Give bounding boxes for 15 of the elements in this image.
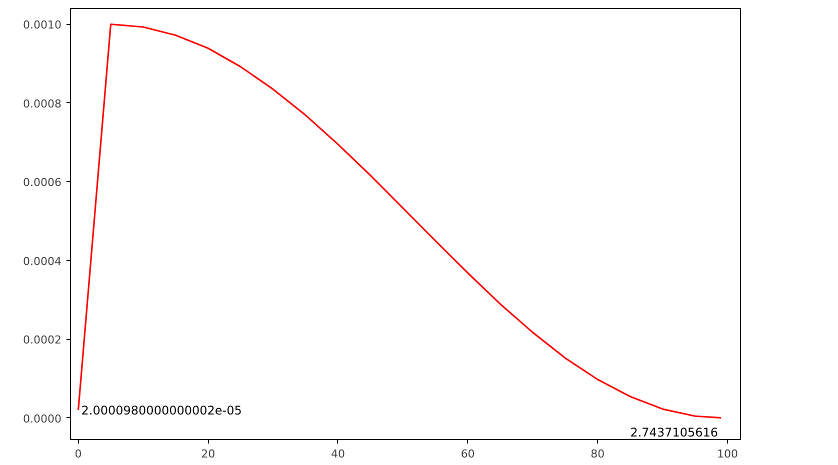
y-tick-label: 0.0006 (23, 176, 62, 190)
x-tick-label: 80 (590, 448, 605, 460)
y-tick-label: 0.0002 (23, 334, 62, 347)
y-tick-label: 0.0004 (23, 254, 62, 268)
x-tick-label: 60 (460, 448, 475, 460)
y-tick-label: 0.0010 (23, 18, 62, 32)
y-tick-label: 0.0000 (23, 412, 62, 426)
annotation: 2.7437105616 (630, 425, 718, 440)
line-series (77, 23, 722, 419)
x-tick-label: 40 (330, 448, 345, 460)
x-tick-label: 20 (201, 448, 216, 460)
annotation: 2.0000980000000002e-05 (81, 403, 242, 418)
x-tick-label: 0 (74, 448, 82, 460)
x-tick-label: 100 (717, 448, 738, 460)
y-tick-label: 0.0008 (23, 97, 62, 110)
